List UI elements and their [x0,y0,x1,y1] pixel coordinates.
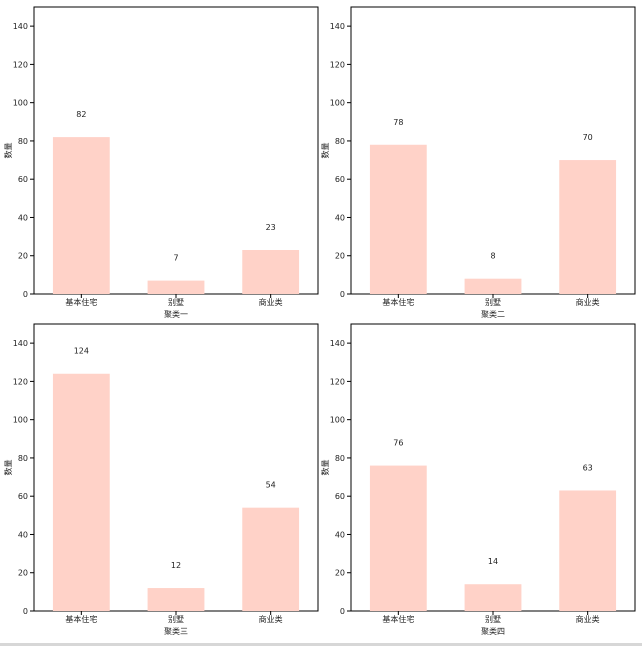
x-axis-label: 聚类三 [164,626,188,636]
bar [559,160,617,294]
y-axis-label: 数量 [3,460,13,476]
chart-panel: 76 14 63 基本住宅 别墅 商业类 0 20 40 60 80 100 120 140 聚类四 数量 [320,323,636,636]
data-label: 63 [583,463,593,472]
y-tick-label: 60 [18,492,28,501]
bar [242,249,300,294]
bar [369,144,427,294]
y-tick-label: 60 [18,175,28,184]
y-tick-label: 100 [330,99,345,108]
x-axis-label: 聚类四 [481,626,505,636]
data-label: 12 [171,561,181,570]
x-tick-label: 基本住宅 [382,297,414,307]
y-tick-label: 40 [18,530,28,539]
data-label: 54 [266,481,276,490]
data-label: 7 [173,254,178,263]
y-axis-label: 数量 [3,143,13,159]
y-tick-label: 80 [335,137,345,146]
data-label: 124 [74,347,89,356]
y-tick-label: 120 [330,60,345,69]
x-tick-label: 基本住宅 [65,614,97,624]
y-tick-label: 120 [330,377,345,386]
bar [242,507,300,611]
y-tick-label: 140 [13,339,28,348]
y-axis-label: 数量 [320,143,330,159]
x-tick-label: 商业类 [576,297,600,307]
x-tick-label: 商业类 [259,297,283,307]
y-tick-label: 140 [330,339,345,348]
bar [147,280,205,294]
y-tick-label: 100 [330,416,345,425]
y-tick-label: 20 [18,569,28,578]
bar [52,137,110,294]
y-tick-label: 20 [18,252,28,261]
data-label: 14 [488,557,498,566]
bar [52,373,110,611]
bar [464,278,522,294]
bottom-border-strip [0,643,642,646]
y-tick-label: 0 [340,290,345,299]
y-tick-label: 80 [335,454,345,463]
y-tick-label: 120 [13,60,28,69]
data-label: 82 [76,110,86,119]
y-tick-label: 20 [335,252,345,261]
y-tick-label: 0 [23,290,28,299]
y-tick-label: 80 [18,454,28,463]
y-tick-label: 0 [340,607,345,616]
y-tick-label: 20 [335,569,345,578]
y-tick-label: 80 [18,137,28,146]
x-tick-label: 基本住宅 [65,297,97,307]
x-tick-label: 别墅 [485,297,501,307]
y-tick-label: 40 [335,530,345,539]
y-axis-label: 数量 [320,460,330,476]
bar [559,490,617,611]
x-tick-label: 别墅 [168,297,184,307]
data-label: 78 [393,118,403,127]
y-tick-label: 140 [13,22,28,31]
data-label: 8 [490,252,495,261]
x-tick-label: 商业类 [259,614,283,624]
y-tick-label: 120 [13,377,28,386]
chart-panel: 124 12 54 基本住宅 别墅 商业类 0 20 40 60 80 100 120 140 聚类三 数量 [3,323,319,636]
bar [464,584,522,611]
x-axis-label: 聚类一 [164,309,188,319]
x-axis-label: 聚类二 [481,309,505,319]
y-tick-label: 100 [13,416,28,425]
bar [147,588,205,611]
chart-panel: 78 8 70 基本住宅 别墅 商业类 0 20 40 60 80 100 120 140 聚类二 数量 [320,6,636,319]
y-tick-label: 60 [335,492,345,501]
y-tick-label: 60 [335,175,345,184]
y-tick-label: 140 [330,22,345,31]
chart-panel: 82 7 23 基本住宅 别墅 商业类 0 20 40 60 80 100 120 140 聚类一 数量 [3,6,319,319]
y-tick-label: 40 [18,213,28,222]
y-tick-label: 40 [335,213,345,222]
x-tick-label: 基本住宅 [382,614,414,624]
y-tick-label: 0 [23,607,28,616]
x-tick-label: 别墅 [168,614,184,624]
data-label: 70 [583,133,593,142]
y-tick-label: 100 [13,99,28,108]
data-label: 23 [266,223,276,232]
bar [369,465,427,611]
x-tick-label: 商业类 [576,614,600,624]
x-tick-label: 别墅 [485,614,501,624]
data-label: 76 [393,439,403,448]
